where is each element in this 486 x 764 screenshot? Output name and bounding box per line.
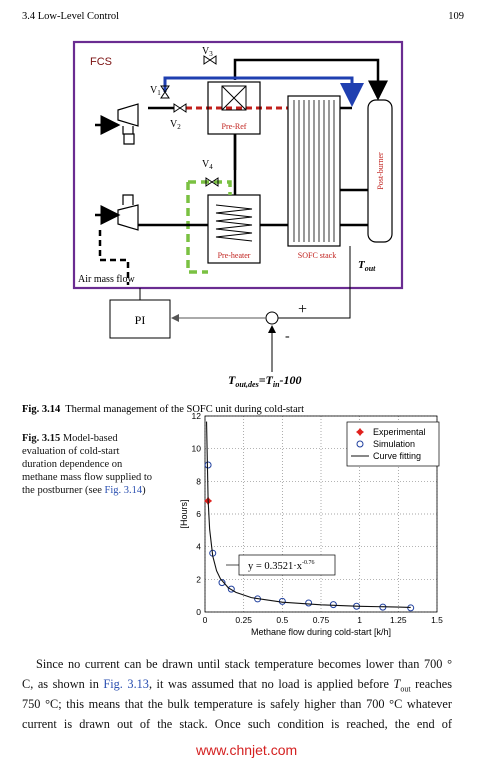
legend-swatch	[356, 440, 364, 448]
data-point	[204, 461, 212, 469]
data-point	[227, 585, 235, 593]
running-head: 3.4 Low-Level Control	[22, 11, 119, 22]
x-tick-label: 0.75	[313, 615, 330, 625]
legend-swatch	[356, 428, 364, 436]
label: Pre-Ref	[222, 122, 247, 131]
label: V2	[170, 119, 181, 131]
label: Pre-heater	[218, 251, 251, 260]
x-tick-label: 0.5	[276, 615, 288, 625]
data-point	[407, 604, 415, 612]
legend-label: Simulation	[373, 439, 415, 449]
y-tick-label: 6	[196, 509, 201, 519]
diagram	[72, 40, 404, 372]
x-tick-label: 1.25	[390, 615, 407, 625]
x-tick-label: 1.5	[431, 615, 443, 625]
label: V1	[150, 85, 161, 97]
x-axis-label: Methane flow during cold-start [k/h]	[251, 627, 391, 637]
label: V3	[202, 46, 213, 58]
diagram-labels: FCS V1 V2 V3 V4 Pre-Ref Pre-heater SOFC …	[22, 46, 385, 415]
body-text: C, as shown in Fig. 3.13, it was assumed…	[22, 677, 453, 694]
page-number: 109	[448, 11, 464, 22]
y-tick-label: 0	[196, 607, 201, 617]
body-text: Since no current can be drawn until stac…	[36, 657, 452, 671]
label: FCS	[90, 56, 112, 68]
data-point	[329, 601, 337, 609]
legend-box	[346, 421, 440, 467]
label: SOFC stack	[298, 251, 336, 260]
legend-label: Experimental	[373, 427, 426, 437]
label: PI	[135, 313, 146, 327]
legend-label: Curve fitting	[373, 451, 421, 461]
y-axis-label: [Hours]	[179, 499, 189, 528]
caption: Fig. 3.15 Model-based evaluation of cold…	[22, 433, 153, 496]
y-tick-label: 12	[192, 411, 202, 421]
caption: Fig. 3.14 Thermal management of the SOFC …	[22, 404, 304, 415]
body-text: 750 °C; this means that the bulk tempera…	[22, 697, 452, 711]
annotation-text: y = 0.3521·x	[248, 561, 303, 572]
y-tick-label: 4	[196, 542, 201, 552]
y-tick-label: 2	[196, 574, 201, 584]
fit-line	[205, 421, 411, 608]
x-tick-label: 0.25	[235, 615, 252, 625]
y-tick-label: 8	[196, 476, 201, 486]
annotation: y = 0.3521·x-0.76	[248, 560, 315, 572]
label: Air mass flow	[78, 274, 135, 285]
data-point	[218, 579, 226, 587]
annotation-exponent: -0.76	[302, 560, 315, 566]
label: Tout,des=Tin-100	[228, 373, 302, 389]
label: V4	[202, 159, 213, 171]
label: Post-burner	[376, 152, 385, 190]
plot-frame	[204, 415, 438, 613]
x-tick-label: 0	[203, 615, 208, 625]
label: Tout	[358, 259, 376, 273]
watermark: www.chnjet.com	[196, 742, 298, 758]
label: +	[298, 301, 307, 318]
chart: 0 2 4 6 8 10 12 0 0.25 0.5 0.75 1 1.25 1.5 Methane flo…	[179, 411, 443, 637]
label: -	[285, 329, 290, 344]
y-tick-label: 10	[192, 444, 202, 454]
body-text: current is drawn out of the stack. Once …	[22, 717, 452, 731]
x-tick-label: 1	[357, 615, 362, 625]
data-point	[305, 599, 313, 607]
